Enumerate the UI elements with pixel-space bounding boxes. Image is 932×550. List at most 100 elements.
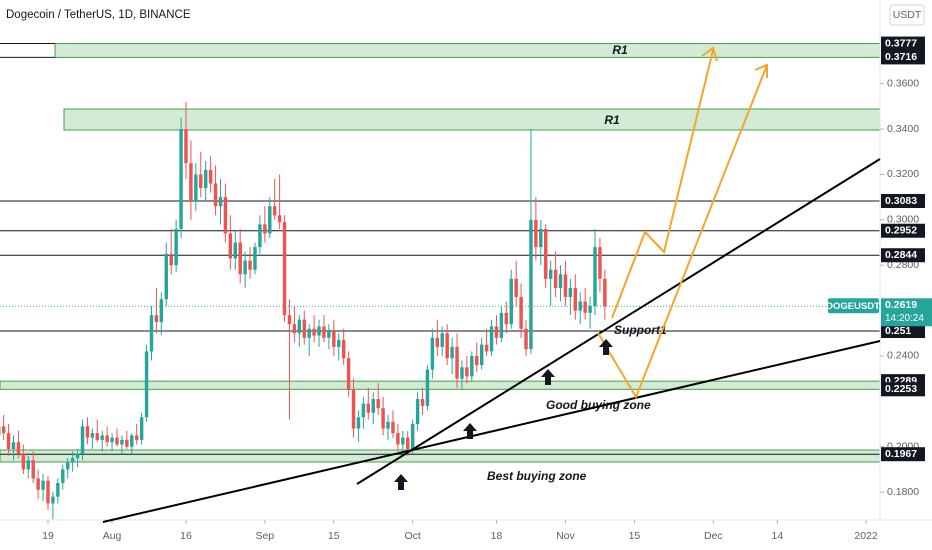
- candle-body: [593, 247, 597, 307]
- symbol-tag: [828, 298, 879, 314]
- candle-body: [174, 228, 178, 266]
- candle-body: [169, 253, 173, 266]
- candle-body: [268, 206, 272, 234]
- candle-body: [529, 219, 533, 350]
- candle-body: [218, 197, 223, 207]
- candle-body: [277, 215, 282, 223]
- y-tick-label: 0.3400: [887, 123, 919, 135]
- candle-body: [558, 274, 563, 288]
- support-label: Support1: [614, 323, 667, 337]
- y-tick-label: 0.3600: [887, 77, 919, 89]
- candle-body: [470, 355, 474, 377]
- candle-body: [514, 278, 518, 297]
- candle-body: [16, 442, 21, 454]
- x-tick-label: Dec: [704, 530, 723, 542]
- last-price-box: [881, 298, 932, 327]
- y-tick-label: 0.1800: [887, 486, 919, 498]
- zones: [0, 108, 881, 463]
- candle-body: [440, 333, 444, 347]
- level-label-box: [881, 50, 925, 65]
- candle-body: [465, 367, 469, 377]
- zone-label: Good buying zone: [546, 398, 651, 412]
- drawings: [102, 46, 881, 523]
- candle-body: [534, 219, 538, 248]
- y-tick-label: 0.3000: [887, 214, 919, 226]
- candle-body: [282, 222, 287, 316]
- candle-body: [134, 435, 139, 440]
- level-label-box: [881, 382, 925, 397]
- trend-line: [102, 340, 881, 523]
- candle-body: [346, 358, 351, 390]
- candle-body: [341, 340, 346, 359]
- candle-body: [194, 174, 198, 202]
- candle-body: [61, 469, 65, 484]
- candle-body: [90, 433, 95, 438]
- candle-body: [149, 315, 154, 352]
- candle-body: [489, 326, 494, 352]
- candle-body: [460, 367, 464, 379]
- candle-body: [80, 426, 85, 454]
- candle-body: [317, 326, 321, 336]
- candle-body: [253, 247, 257, 270]
- candle-body: [105, 435, 109, 443]
- candle-body: [435, 337, 440, 347]
- candle-body: [51, 496, 55, 504]
- levels: [0, 43, 881, 455]
- candle-body: [455, 346, 459, 379]
- candle-body: [376, 399, 380, 409]
- candle-body: [548, 269, 553, 279]
- candle-body: [494, 326, 499, 338]
- candle-body: [307, 328, 311, 338]
- candle-body: [203, 169, 208, 189]
- candle-body: [31, 460, 35, 479]
- last-price-label: 0.2619: [885, 299, 917, 311]
- candle-body: [110, 437, 114, 443]
- x-tick-label: 15: [629, 530, 641, 542]
- candle-body: [233, 242, 237, 259]
- candle-body: [41, 480, 45, 490]
- candle-body: [568, 287, 573, 297]
- candle-body: [479, 344, 484, 366]
- candle-body: [297, 319, 302, 334]
- candle-body: [563, 274, 568, 297]
- candle-body: [544, 228, 548, 279]
- candle-body: [70, 458, 75, 463]
- candle-body: [553, 269, 558, 288]
- x-tick-label: 16: [180, 530, 192, 542]
- candle-body: [120, 439, 124, 445]
- candles: [0, 101, 607, 520]
- candle-body: [327, 331, 331, 338]
- candle-body: [228, 233, 233, 259]
- candle-body: [56, 483, 60, 497]
- candle-body: [539, 228, 543, 248]
- projection-path: [611, 49, 714, 319]
- candle-body: [430, 337, 435, 370]
- candle-body: [420, 399, 425, 406]
- level-zone: [54, 43, 881, 58]
- currency-button[interactable]: [889, 4, 925, 26]
- candle-body: [115, 437, 119, 445]
- candle-body: [588, 306, 592, 313]
- zone-label: R1: [612, 43, 628, 57]
- candle-body: [371, 399, 375, 413]
- candle-body: [361, 403, 366, 418]
- candle-body: [445, 333, 449, 359]
- up-arrow: [541, 369, 555, 385]
- candle-body: [125, 439, 129, 447]
- projection-arrowhead: [754, 63, 768, 78]
- candle-body: [287, 315, 292, 325]
- candle-body: [410, 424, 415, 449]
- candle-body: [6, 433, 11, 449]
- level-label-box: [881, 223, 925, 238]
- symbol-label: DOGEUSDT: [826, 301, 880, 312]
- level-label: 0.3083: [885, 195, 917, 207]
- currency-label[interactable]: USDT: [893, 9, 922, 21]
- candle-body: [475, 355, 479, 366]
- candle-body: [484, 344, 489, 352]
- candle-body: [312, 328, 316, 336]
- x-tick-label: Aug: [103, 530, 122, 542]
- candle-body: [391, 421, 395, 434]
- x-tick-label: 18: [491, 530, 503, 542]
- x-tick-label: Oct: [405, 530, 421, 542]
